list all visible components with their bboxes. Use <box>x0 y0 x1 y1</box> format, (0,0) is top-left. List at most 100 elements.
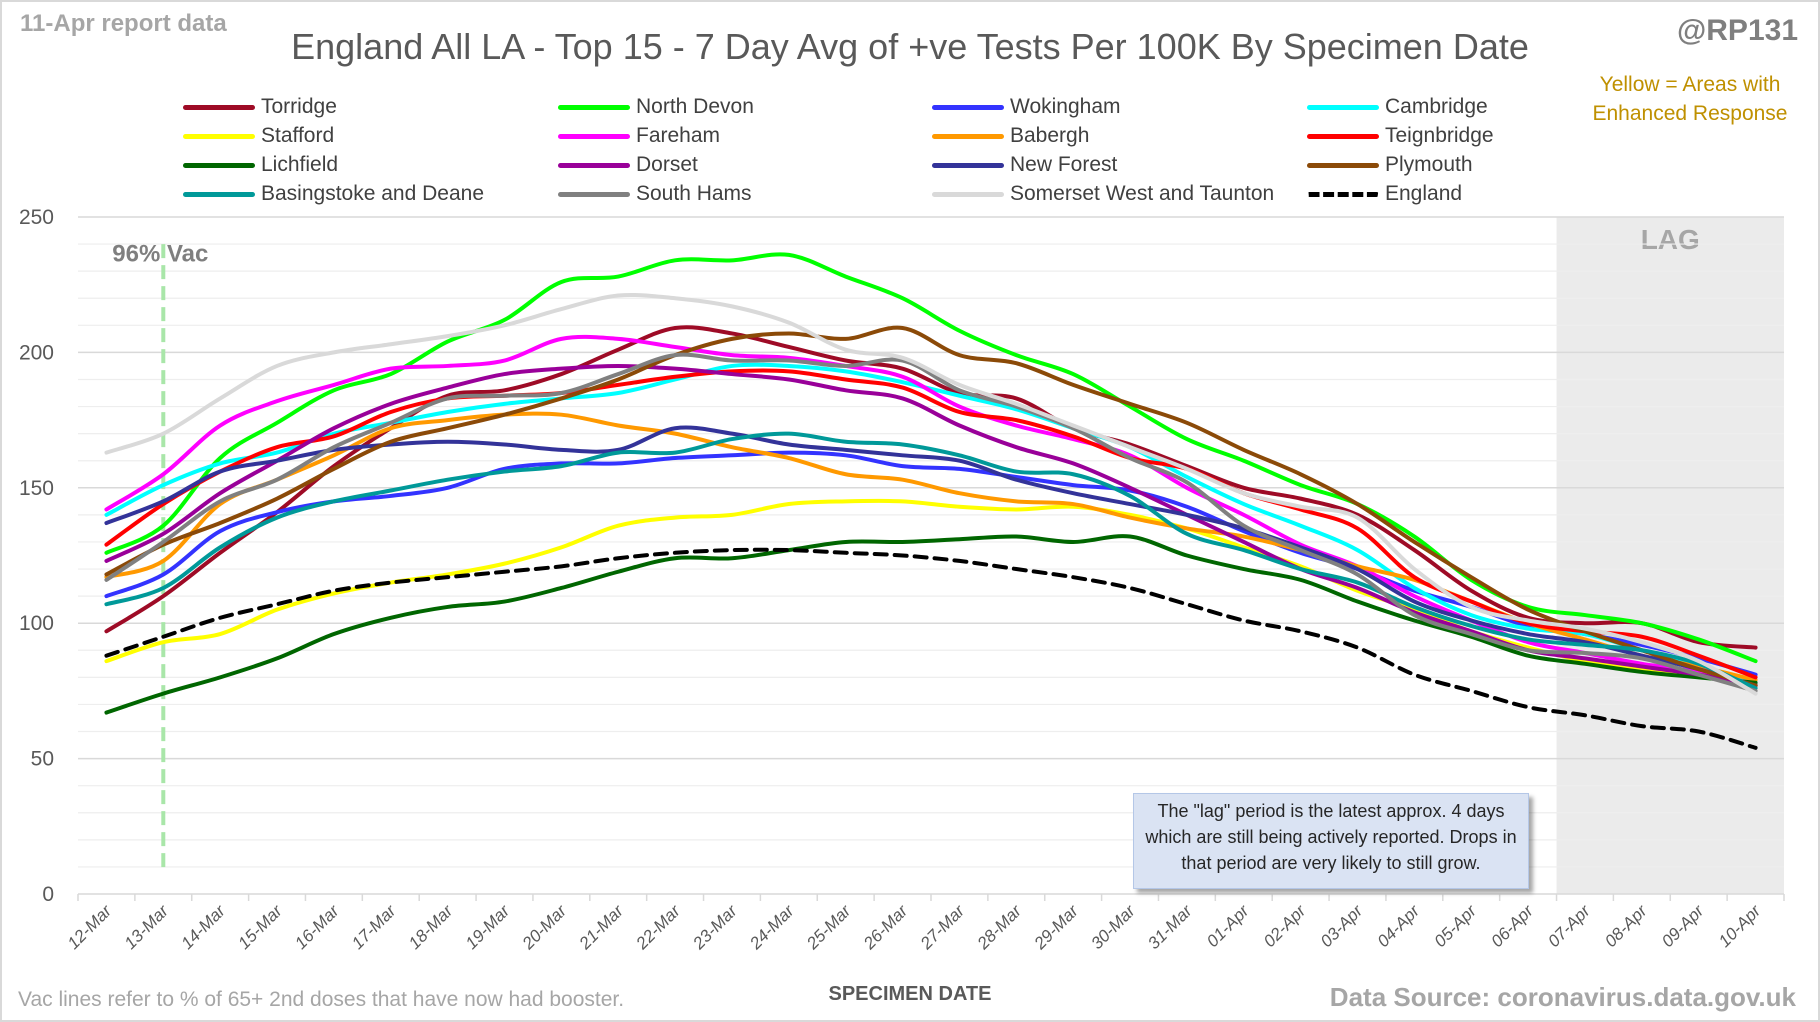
legend-swatch <box>1307 162 1379 168</box>
y-tick-label: 250 <box>19 206 54 229</box>
x-tick-label: 18-Mar <box>405 900 457 952</box>
x-tick-label: 01-Apr <box>1203 900 1253 950</box>
x-tick-label: 09-Apr <box>1658 900 1708 950</box>
x-tick-label: 29-Mar <box>1030 900 1083 953</box>
legend-label: Plymouth <box>1385 153 1473 176</box>
vac-footnote: Vac lines refer to % of 65+ 2nd doses th… <box>18 988 625 1011</box>
legend-item-somerset-west-and-taunton: Somerset West and Taunton <box>932 181 1274 207</box>
legend-swatch <box>558 133 630 139</box>
legend-label: Babergh <box>1010 124 1090 147</box>
legend-swatch <box>1307 191 1379 197</box>
series-line-somerset-west-and-taunton <box>104 292 1758 696</box>
legend-item-england: England <box>1307 181 1462 207</box>
x-tick-label: 15-Mar <box>234 900 286 952</box>
series-line-plymouth <box>104 325 1758 688</box>
x-tick-label: 16-Mar <box>291 900 343 952</box>
series-line-fareham <box>104 334 1758 688</box>
legend-item-dorset: Dorset <box>558 152 698 178</box>
vac-label: 96% Vac <box>112 241 208 268</box>
x-tick-label: 20-Mar <box>518 900 571 953</box>
x-tick-label: 02-Apr <box>1260 900 1310 950</box>
data-source: Data Source: coronavirus.data.gov.uk <box>1329 982 1796 1012</box>
legend-item-plymouth: Plymouth <box>1307 152 1473 178</box>
x-tick-label: 28-Mar <box>973 900 1026 953</box>
legend-swatch <box>932 104 1004 110</box>
lag-label: LAG <box>1641 224 1700 255</box>
legend-swatch <box>1307 133 1379 139</box>
chart-title: England All LA - Top 15 - 7 Day Avg of +… <box>291 26 1529 67</box>
series-line-basingstoke-and-deane <box>104 431 1758 691</box>
x-tick-label: 03-Apr <box>1317 900 1367 950</box>
legend-label: Fareham <box>636 124 721 147</box>
series-line-england <box>104 547 1758 750</box>
series-line-north-devon <box>104 252 1758 664</box>
x-tick-label: 30-Mar <box>1087 900 1139 952</box>
y-tick-label: 0 <box>42 883 54 906</box>
legend-label: Somerset West and Taunton <box>1010 182 1275 205</box>
legend-label: South Hams <box>636 182 752 205</box>
x-tick-label: 27-Mar <box>916 900 969 953</box>
legend-swatch <box>558 162 630 168</box>
x-tick-label: 04-Apr <box>1374 900 1424 950</box>
series-line-teignbridge <box>104 368 1758 680</box>
series-line-dorset <box>104 363 1758 688</box>
x-tick-label: 10-Apr <box>1715 900 1765 950</box>
x-tick-label: 24-Mar <box>745 900 798 953</box>
legend-swatch <box>932 191 1004 197</box>
legend-swatch <box>932 133 1004 139</box>
legend-swatch <box>183 191 255 197</box>
legend-item-torridge: Torridge <box>183 94 337 120</box>
legend-item-lichfield: Lichfield <box>183 152 338 178</box>
legend-label: North Devon <box>636 95 754 118</box>
y-tick-label: 150 <box>19 477 54 500</box>
x-tick-label: 26-Mar <box>859 900 912 953</box>
legend-item-north-devon: North Devon <box>558 94 754 120</box>
legend-label: New Forest <box>1010 153 1118 176</box>
x-tick-label: 19-Mar <box>462 900 514 952</box>
x-tick-label: 25-Mar <box>802 900 855 953</box>
lag-note-box: The "lag" period is the latest approx. 4… <box>1133 793 1529 889</box>
legend-label: Wokingham <box>1010 95 1121 118</box>
x-tick-label: 21-Mar <box>575 900 628 953</box>
x-tick-label: 14-Mar <box>177 900 229 952</box>
legend-item-babergh: Babergh <box>932 123 1089 149</box>
legend-label: Lichfield <box>261 153 339 176</box>
legend-label: Teignbridge <box>1385 124 1494 147</box>
x-tick-label: 07-Apr <box>1544 900 1594 950</box>
legend-item-basingstoke-and-deane: Basingstoke and Deane <box>183 181 484 207</box>
legend-label: Cambridge <box>1385 95 1488 118</box>
x-tick-label: 23-Mar <box>689 900 742 953</box>
x-tick-label: 31-Mar <box>1144 900 1196 952</box>
legend-label: Basingstoke and Deane <box>261 182 484 205</box>
legend-swatch <box>183 133 255 139</box>
x-tick-label: 12-Mar <box>64 900 116 952</box>
legend-item-cambridge: Cambridge <box>1307 94 1488 120</box>
legend-label: Dorset <box>636 153 698 176</box>
legend-item-south-hams: South Hams <box>558 181 752 207</box>
legend-label: England <box>1385 182 1463 205</box>
legend-swatch <box>1307 104 1379 110</box>
y-tick-label: 200 <box>19 341 54 364</box>
report-date-label: 11-Apr report data <box>20 10 227 37</box>
enhanced-response-note: Yellow = Areas with Enhanced Response <box>1592 73 1788 125</box>
legend-swatch <box>183 162 255 168</box>
legend-item-new-forest: New Forest <box>932 152 1117 178</box>
x-tick-label: 06-Apr <box>1487 900 1537 950</box>
legend-label: Torridge <box>261 95 337 118</box>
legend-swatch <box>558 104 630 110</box>
legend-swatch <box>558 191 630 197</box>
legend-swatch <box>183 104 255 110</box>
series-line-stafford <box>104 498 1758 688</box>
legend-item-fareham: Fareham <box>558 123 720 149</box>
x-tick-label: 13-Mar <box>121 900 173 952</box>
legend-item-stafford: Stafford <box>183 123 334 149</box>
legend-label: Stafford <box>261 124 335 147</box>
legend-swatch <box>932 162 1004 168</box>
x-axis-title: SPECIMEN DATE <box>828 983 992 1005</box>
y-tick-label: 50 <box>31 748 54 771</box>
series-line-lichfield <box>104 534 1758 715</box>
legend-item-teignbridge: Teignbridge <box>1307 123 1494 149</box>
author-handle: @RP131 <box>1677 14 1798 47</box>
x-tick-label: 08-Apr <box>1601 900 1651 950</box>
